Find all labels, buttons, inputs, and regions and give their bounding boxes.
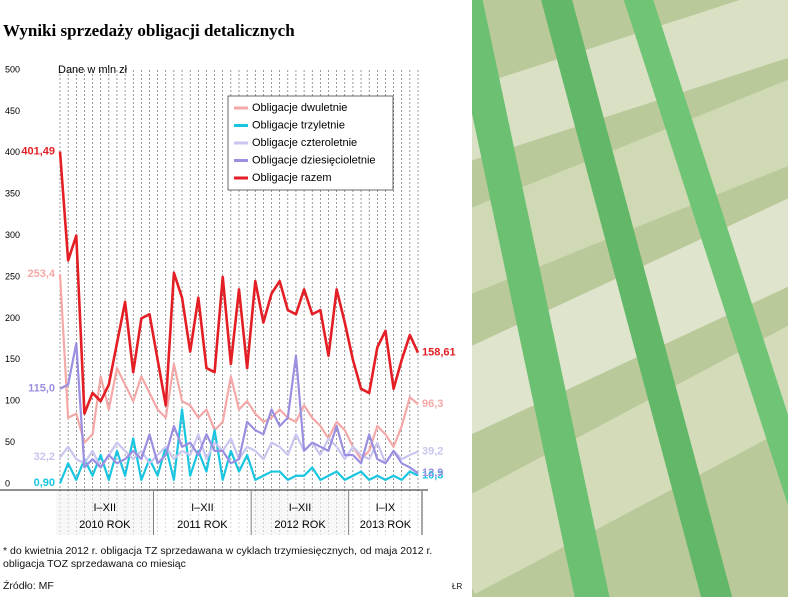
y-tick-label: 200 bbox=[5, 313, 20, 323]
y-tick-label: 100 bbox=[5, 396, 20, 406]
chart: Wyniki sprzedaży obligacji detalicznych … bbox=[0, 21, 456, 535]
series-line bbox=[58, 274, 419, 461]
banknote-stacks bbox=[472, 0, 788, 597]
end-value-label: 158,61 bbox=[422, 347, 456, 359]
group-year: 2012 ROK bbox=[274, 519, 326, 531]
y-tick-label: 450 bbox=[5, 106, 20, 116]
y-tick-label: 250 bbox=[5, 271, 20, 281]
subtitle: Dane w mln zł bbox=[58, 64, 128, 76]
chart-title: Wyniki sprzedaży obligacji detalicznych bbox=[3, 21, 295, 40]
photo bbox=[472, 0, 788, 597]
legend-label: Obligacje czteroletnie bbox=[252, 137, 357, 149]
start-value-label: 253,4 bbox=[27, 268, 55, 280]
group-label: I–IX bbox=[376, 502, 396, 514]
footnote: * do kwietnia 2012 r. obligacja TZ sprze… bbox=[3, 545, 433, 570]
group-band bbox=[153, 491, 252, 535]
group-year: 2010 ROK bbox=[79, 519, 131, 531]
start-value-label: 401,49 bbox=[21, 145, 55, 157]
legend-label: Obligacje dwuletnie bbox=[252, 102, 347, 114]
series-line bbox=[58, 408, 419, 484]
y-tick-label: 300 bbox=[5, 230, 20, 240]
series-line bbox=[59, 342, 419, 475]
y-tick-label: 400 bbox=[5, 147, 20, 157]
series-line bbox=[58, 151, 420, 415]
group-band bbox=[348, 491, 422, 535]
group-band bbox=[56, 491, 154, 535]
group-label: I–XII bbox=[93, 502, 116, 514]
end-value-label: 12,9 bbox=[422, 467, 443, 479]
end-value-label: 96,3 bbox=[422, 398, 443, 410]
start-value-label: 115,0 bbox=[28, 383, 55, 395]
group-year: 2013 ROK bbox=[360, 519, 412, 531]
source: Źródło: MF bbox=[3, 580, 54, 592]
y-tick-label: 50 bbox=[5, 437, 15, 447]
group-label: I–XII bbox=[191, 502, 214, 514]
y-tick-label: 500 bbox=[5, 64, 20, 74]
legend-label: Obligacje dziesięcioletnie bbox=[252, 154, 376, 166]
legend-label: Obligacje razem bbox=[252, 172, 331, 184]
start-value-label: 0,90 bbox=[34, 477, 55, 489]
y-tick-label: 350 bbox=[5, 189, 20, 199]
start-value-label: 32,2 bbox=[34, 451, 55, 463]
group-band bbox=[251, 491, 349, 535]
legend-box bbox=[227, 95, 394, 191]
end-value-label: 39,2 bbox=[422, 445, 443, 457]
end-value-label: 10,3 bbox=[422, 469, 443, 481]
y-tick-label: 0 bbox=[5, 478, 10, 488]
credit: ŁR bbox=[452, 582, 463, 591]
y-tick-label: 150 bbox=[5, 354, 20, 364]
legend-label: Obligacje trzyletnie bbox=[252, 119, 345, 131]
group-label: I–XII bbox=[289, 502, 312, 514]
group-year: 2011 ROK bbox=[177, 519, 228, 531]
